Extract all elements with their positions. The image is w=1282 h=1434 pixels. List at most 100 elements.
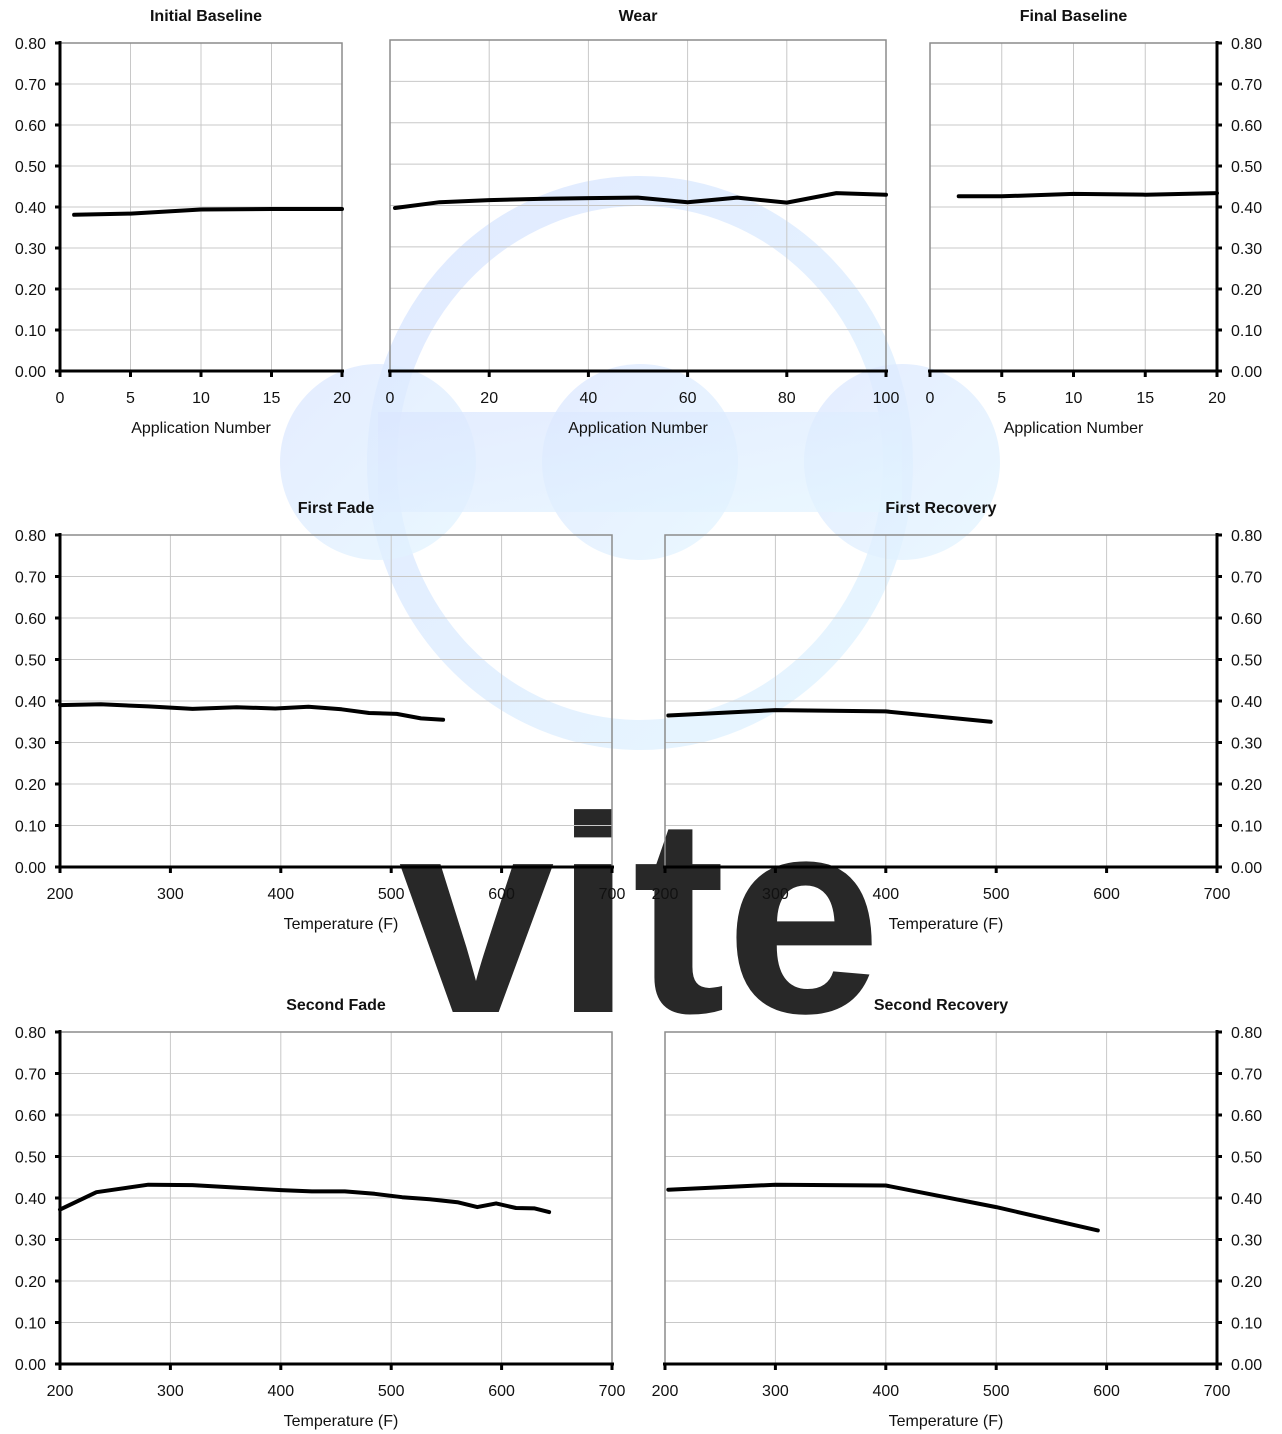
x-tick-label: 0 <box>386 390 395 407</box>
x-tick-label: 15 <box>263 390 281 407</box>
y-tick-label: 0.30 <box>15 241 46 258</box>
watermark-text: vite <box>399 760 881 1072</box>
y-tick-label: 0.80 <box>15 528 46 545</box>
x-axis-title: Application Number <box>131 420 271 437</box>
series-line <box>666 708 993 724</box>
y-tick-label: 0.70 <box>1231 1067 1262 1084</box>
x-tick-label: 700 <box>599 886 626 903</box>
series-line <box>72 207 344 217</box>
y-tick-label: 0.70 <box>1231 570 1262 587</box>
x-tick-label: 80 <box>778 390 796 407</box>
chart-title: Second Fade <box>286 997 386 1014</box>
y-tick-label: 0.00 <box>15 364 46 381</box>
x-tick-label: 10 <box>192 390 210 407</box>
x-tick-label: 700 <box>1204 1383 1231 1400</box>
y-tick-label: 0.60 <box>1231 1108 1262 1125</box>
series-line <box>58 702 446 722</box>
y-tick-label: 0.30 <box>1231 241 1262 258</box>
x-tick-label: 5 <box>997 390 1006 407</box>
chart-first-fade: 200 300 400 500 600 700 0.00 0.10 0.20 0.30 0.40 0.… <box>15 500 626 933</box>
y-tick-label: 0.50 <box>1231 159 1262 176</box>
y-tick-label: 0.50 <box>15 159 46 176</box>
y-tick-label: 0.40 <box>15 694 46 711</box>
x-axis-title: Temperature (F) <box>284 916 399 933</box>
x-tick-label: 200 <box>652 886 679 903</box>
y-tick-label: 0.20 <box>1231 777 1262 794</box>
x-tick-label: 300 <box>762 886 789 903</box>
chart-final-baseline: 0 5 10 15 20 0.00 0.10 0.20 0.30 0.40 0.50 0.60 0.70… <box>926 8 1263 437</box>
y-tick-label: 0.80 <box>1231 528 1262 545</box>
x-tick-label: 300 <box>762 1383 789 1400</box>
x-tick-label: 500 <box>983 886 1010 903</box>
chart-title: Initial Baseline <box>150 8 262 25</box>
y-tick-label: 0.70 <box>15 77 46 94</box>
x-tick-label: 400 <box>267 886 294 903</box>
x-tick-label: 400 <box>872 1383 899 1400</box>
y-tick-label: 0.40 <box>1231 200 1262 217</box>
x-tick-label: 5 <box>126 390 135 407</box>
series-line <box>58 1182 552 1215</box>
x-tick-label: 0 <box>56 390 65 407</box>
x-tick-label: 300 <box>157 1383 184 1400</box>
y-tick-label: 0.40 <box>1231 1191 1262 1208</box>
x-tick-label: 600 <box>488 886 515 903</box>
x-axis-title: Temperature (F) <box>889 1413 1004 1430</box>
y-tick-label: 0.60 <box>15 611 46 628</box>
y-tick-label: 0.70 <box>15 1067 46 1084</box>
x-tick-label: 40 <box>580 390 598 407</box>
y-tick-label: 0.80 <box>15 36 46 53</box>
y-tick-label: 0.00 <box>1231 364 1262 381</box>
chart-wear: 0 20 40 60 80 100 Wear Application Number <box>386 8 900 437</box>
x-tick-label: 60 <box>679 390 697 407</box>
chart-title: First Fade <box>298 500 375 517</box>
y-tick-label: 0.50 <box>1231 1150 1262 1167</box>
chart-title: First Recovery <box>885 500 996 517</box>
x-tick-label: 20 <box>1208 390 1226 407</box>
y-tick-label: 0.80 <box>15 1025 46 1042</box>
series-line <box>393 191 888 210</box>
x-tick-label: 300 <box>157 886 184 903</box>
x-tick-label: 200 <box>47 886 74 903</box>
chart-title: Final Baseline <box>1020 8 1128 25</box>
x-axis-title: Temperature (F) <box>889 916 1004 933</box>
x-tick-label: 700 <box>599 1383 626 1400</box>
x-tick-label: 10 <box>1065 390 1083 407</box>
y-tick-label: 0.60 <box>1231 118 1262 135</box>
y-tick-label: 0.00 <box>15 860 46 877</box>
x-tick-label: 400 <box>872 886 899 903</box>
y-tick-label: 0.30 <box>15 1233 46 1250</box>
y-tick-label: 0.40 <box>15 1191 46 1208</box>
x-tick-label: 0 <box>926 390 935 407</box>
y-tick-label: 0.10 <box>1231 1316 1262 1333</box>
x-tick-label: 15 <box>1136 390 1154 407</box>
y-tick-label: 0.80 <box>1231 1025 1262 1042</box>
y-tick-label: 0.70 <box>15 570 46 587</box>
x-tick-label: 600 <box>1093 1383 1120 1400</box>
y-tick-label: 0.20 <box>15 1274 46 1291</box>
x-tick-label: 500 <box>378 1383 405 1400</box>
x-tick-label: 500 <box>983 1383 1010 1400</box>
x-axis-title: Temperature (F) <box>284 1413 399 1430</box>
y-tick-label: 0.70 <box>1231 77 1262 94</box>
y-tick-label: 0.10 <box>15 819 46 836</box>
y-tick-label: 0.60 <box>15 1108 46 1125</box>
y-tick-label: 0.80 <box>1231 36 1262 53</box>
y-tick-label: 0.20 <box>1231 1274 1262 1291</box>
y-tick-label: 0.00 <box>1231 860 1262 877</box>
y-tick-label: 0.40 <box>1231 694 1262 711</box>
y-tick-label: 0.10 <box>15 323 46 340</box>
y-tick-label: 0.00 <box>15 1357 46 1374</box>
x-tick-label: 600 <box>488 1383 515 1400</box>
series-line <box>956 191 1219 199</box>
y-tick-label: 0.40 <box>15 200 46 217</box>
x-tick-label: 20 <box>333 390 351 407</box>
y-tick-label: 0.10 <box>15 1316 46 1333</box>
x-tick-label: 20 <box>480 390 498 407</box>
chart-title: Wear <box>619 8 658 25</box>
vite-watermark-logo: vite <box>280 176 1000 1072</box>
series-line <box>666 1182 1100 1233</box>
y-tick-label: 0.10 <box>1231 819 1262 836</box>
